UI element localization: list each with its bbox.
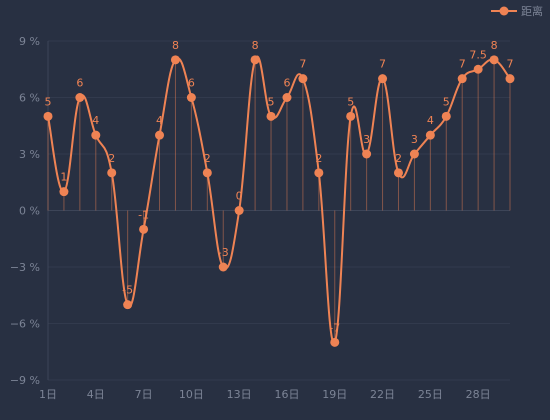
data-label: 8 — [172, 39, 179, 52]
y-tick-label: −6 % — [10, 318, 40, 331]
x-tick-label: 22日 — [370, 388, 395, 401]
data-label: -3 — [218, 246, 229, 259]
data-point — [202, 168, 212, 178]
x-tick-label: 19日 — [322, 388, 347, 401]
x-tick-label: 13日 — [227, 388, 252, 401]
data-point — [362, 149, 372, 159]
x-tick-label: 16日 — [274, 388, 299, 401]
data-point — [91, 130, 101, 140]
data-label: 8 — [491, 39, 498, 52]
data-point — [107, 168, 117, 178]
data-label: 7 — [299, 58, 306, 71]
data-label: 6 — [188, 77, 195, 90]
data-label: 7.5 — [469, 48, 487, 61]
data-label: 5 — [347, 95, 354, 108]
data-label: 7 — [459, 58, 466, 71]
data-point — [473, 64, 483, 74]
value-drop-lines — [47, 59, 511, 343]
data-point — [425, 130, 435, 140]
data-label: 4 — [427, 114, 434, 127]
data-point — [170, 55, 180, 65]
data-point — [186, 93, 196, 102]
data-label: 5 — [268, 95, 275, 108]
data-point — [155, 130, 165, 140]
x-tick-label: 1日 — [39, 388, 57, 401]
data-label: 2 — [204, 152, 211, 165]
data-point — [409, 149, 419, 159]
data-point — [75, 93, 85, 102]
data-point — [43, 111, 53, 121]
x-tick-label: 25日 — [418, 388, 443, 401]
axes: −9 % −6 % −3 % 0 % 3 % 6 % 9 % 1日 4日 7日 10日 13日 16日 1… — [10, 35, 510, 401]
data-point — [250, 55, 260, 65]
data-label: 7 — [507, 58, 514, 71]
data-point — [441, 111, 451, 121]
data-label: 0 — [236, 190, 243, 203]
data-point — [314, 168, 324, 178]
data-label: 5 — [443, 95, 450, 108]
x-tick-label: 4日 — [87, 388, 105, 401]
y-tick-label: −9 % — [10, 374, 40, 387]
data-point — [457, 74, 467, 84]
y-tick-label: 9 % — [19, 35, 40, 48]
data-label: 2 — [108, 152, 115, 165]
data-points — [43, 55, 515, 347]
data-point — [266, 111, 276, 121]
series-line — [47, 55, 511, 344]
data-point — [378, 74, 388, 84]
data-point — [330, 337, 340, 347]
data-label: 4 — [156, 114, 163, 127]
data-point — [282, 93, 292, 102]
legend-label: 距离 — [521, 4, 543, 18]
data-point — [505, 74, 515, 84]
data-point — [123, 300, 133, 310]
data-point — [489, 55, 499, 65]
data-label: 3 — [363, 133, 370, 146]
legend-marker-icon — [499, 6, 509, 16]
x-tick-label: 7日 — [135, 388, 153, 401]
x-tick-label: 10日 — [179, 388, 204, 401]
data-label: 7 — [379, 58, 386, 71]
y-tick-label: −3 % — [10, 261, 40, 274]
data-point — [393, 168, 403, 178]
data-label: 8 — [252, 39, 259, 52]
y-tick-label: 0 % — [19, 205, 40, 218]
data-point — [298, 74, 308, 84]
data-label: 1 — [60, 171, 67, 184]
legend[interactable]: 距离 — [491, 4, 543, 18]
data-point — [218, 262, 228, 272]
series-line-group — [47, 55, 511, 344]
data-label: -7 — [329, 321, 340, 334]
data-label: 4 — [92, 114, 99, 127]
y-tick-label: 6 % — [19, 92, 40, 105]
data-point — [59, 187, 69, 197]
data-label: 2 — [395, 152, 402, 165]
data-label: 6 — [283, 77, 290, 90]
x-tick-label: 28日 — [466, 388, 491, 401]
data-label: -5 — [122, 284, 133, 297]
y-tick-label: 3 % — [19, 148, 40, 161]
data-label: 3 — [411, 133, 418, 146]
data-point — [139, 224, 149, 234]
data-label: 5 — [45, 95, 52, 108]
data-label: 6 — [76, 77, 83, 90]
data-point — [346, 111, 356, 121]
data-point — [234, 206, 244, 215]
data-label: 2 — [315, 152, 322, 165]
data-label: -1 — [138, 208, 149, 221]
